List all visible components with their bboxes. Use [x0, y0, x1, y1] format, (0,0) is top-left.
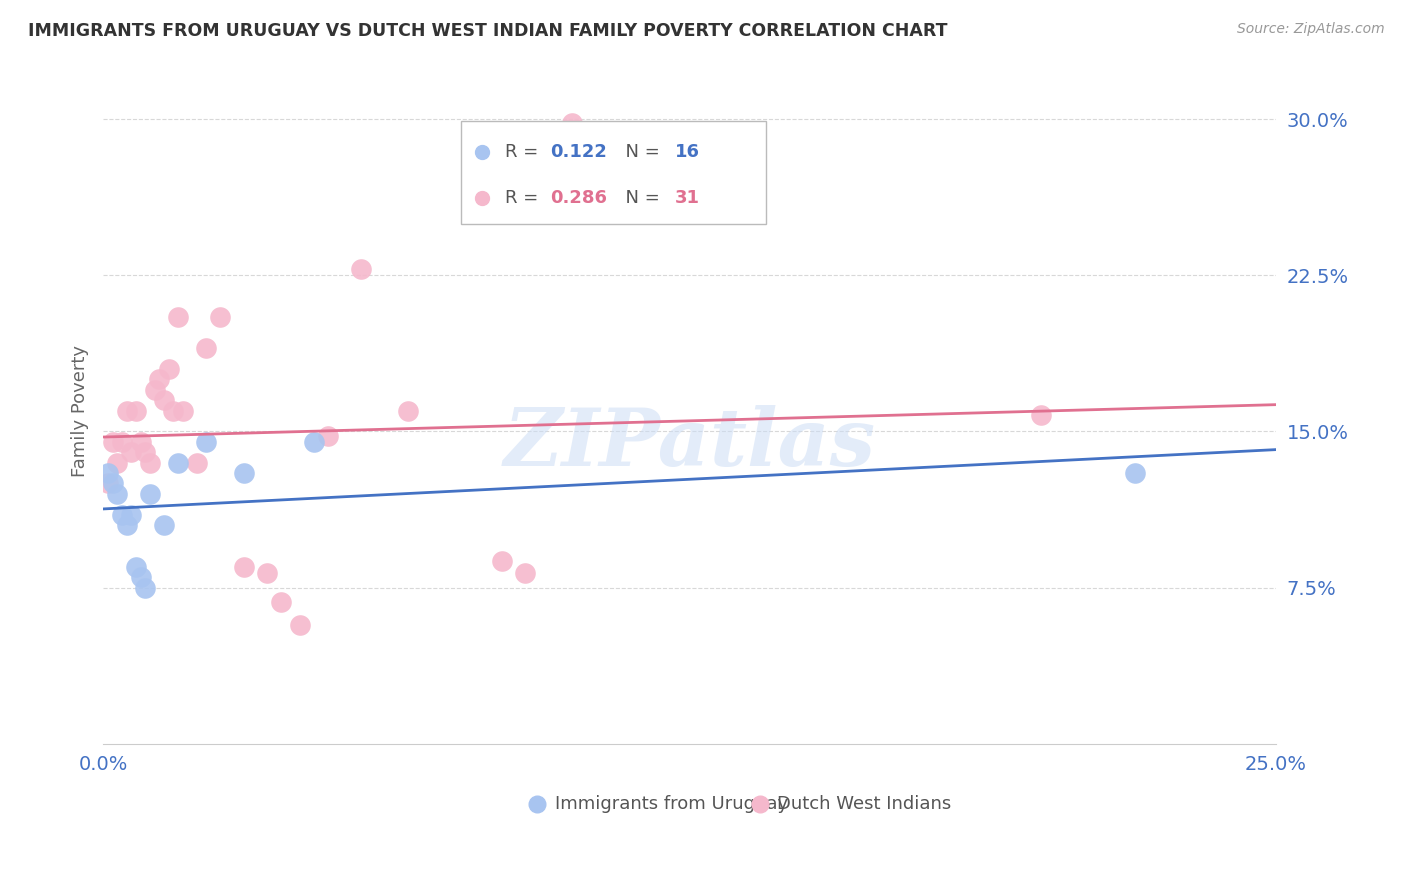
Point — [101, 476, 124, 491]
Text: ZIPatlas: ZIPatlas — [503, 405, 876, 483]
Y-axis label: Family Poverty: Family Poverty — [72, 344, 89, 476]
Point — [129, 434, 152, 449]
Point — [148, 372, 170, 386]
Point — [97, 476, 120, 491]
Point — [1029, 408, 1052, 422]
Point — [139, 487, 162, 501]
Point — [153, 393, 176, 408]
Point — [111, 434, 134, 449]
Point — [232, 559, 254, 574]
Point — [396, 403, 419, 417]
Text: Source: ZipAtlas.com: Source: ZipAtlas.com — [1237, 22, 1385, 37]
Point — [561, 116, 583, 130]
Point — [134, 445, 156, 459]
Text: Immigrants from Uruguay: Immigrants from Uruguay — [554, 795, 787, 813]
Point — [1123, 466, 1146, 480]
Point — [209, 310, 232, 324]
Point — [125, 403, 148, 417]
Point — [186, 456, 208, 470]
Point — [302, 434, 325, 449]
FancyBboxPatch shape — [461, 120, 765, 224]
Point — [143, 383, 166, 397]
Text: IMMIGRANTS FROM URUGUAY VS DUTCH WEST INDIAN FAMILY POVERTY CORRELATION CHART: IMMIGRANTS FROM URUGUAY VS DUTCH WEST IN… — [28, 22, 948, 40]
Text: 0.286: 0.286 — [550, 189, 607, 207]
Point — [157, 362, 180, 376]
Point — [139, 456, 162, 470]
Point — [515, 566, 537, 580]
Point — [195, 434, 218, 449]
Point — [491, 553, 513, 567]
Point — [105, 487, 128, 501]
Point — [167, 310, 190, 324]
Text: N =: N = — [614, 143, 666, 161]
Point — [162, 403, 184, 417]
Point — [134, 581, 156, 595]
Point — [153, 518, 176, 533]
Text: 31: 31 — [675, 189, 700, 207]
Point — [232, 466, 254, 480]
Point — [316, 428, 339, 442]
Point — [167, 456, 190, 470]
Point — [125, 559, 148, 574]
Text: 16: 16 — [675, 143, 700, 161]
Point — [97, 466, 120, 480]
Text: N =: N = — [614, 189, 666, 207]
Point — [288, 618, 311, 632]
Point — [115, 403, 138, 417]
Point — [129, 570, 152, 584]
Point — [105, 456, 128, 470]
Point — [195, 341, 218, 355]
Point — [115, 518, 138, 533]
Text: Dutch West Indians: Dutch West Indians — [778, 795, 952, 813]
Point — [350, 262, 373, 277]
Point — [101, 434, 124, 449]
Point — [270, 595, 292, 609]
Text: R =: R = — [505, 189, 544, 207]
Point — [120, 508, 142, 522]
Text: R =: R = — [505, 143, 544, 161]
Point — [172, 403, 194, 417]
Text: 0.122: 0.122 — [550, 143, 607, 161]
Point — [256, 566, 278, 580]
Point — [120, 445, 142, 459]
Point — [111, 508, 134, 522]
